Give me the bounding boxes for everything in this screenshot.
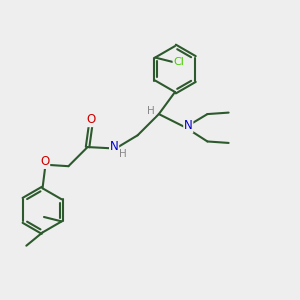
Text: O: O	[86, 113, 96, 127]
Text: H: H	[119, 149, 127, 159]
Text: O: O	[40, 155, 50, 168]
Text: H: H	[147, 106, 154, 116]
Text: Cl: Cl	[173, 57, 184, 67]
Text: N: N	[110, 140, 118, 153]
Text: N: N	[184, 119, 193, 132]
